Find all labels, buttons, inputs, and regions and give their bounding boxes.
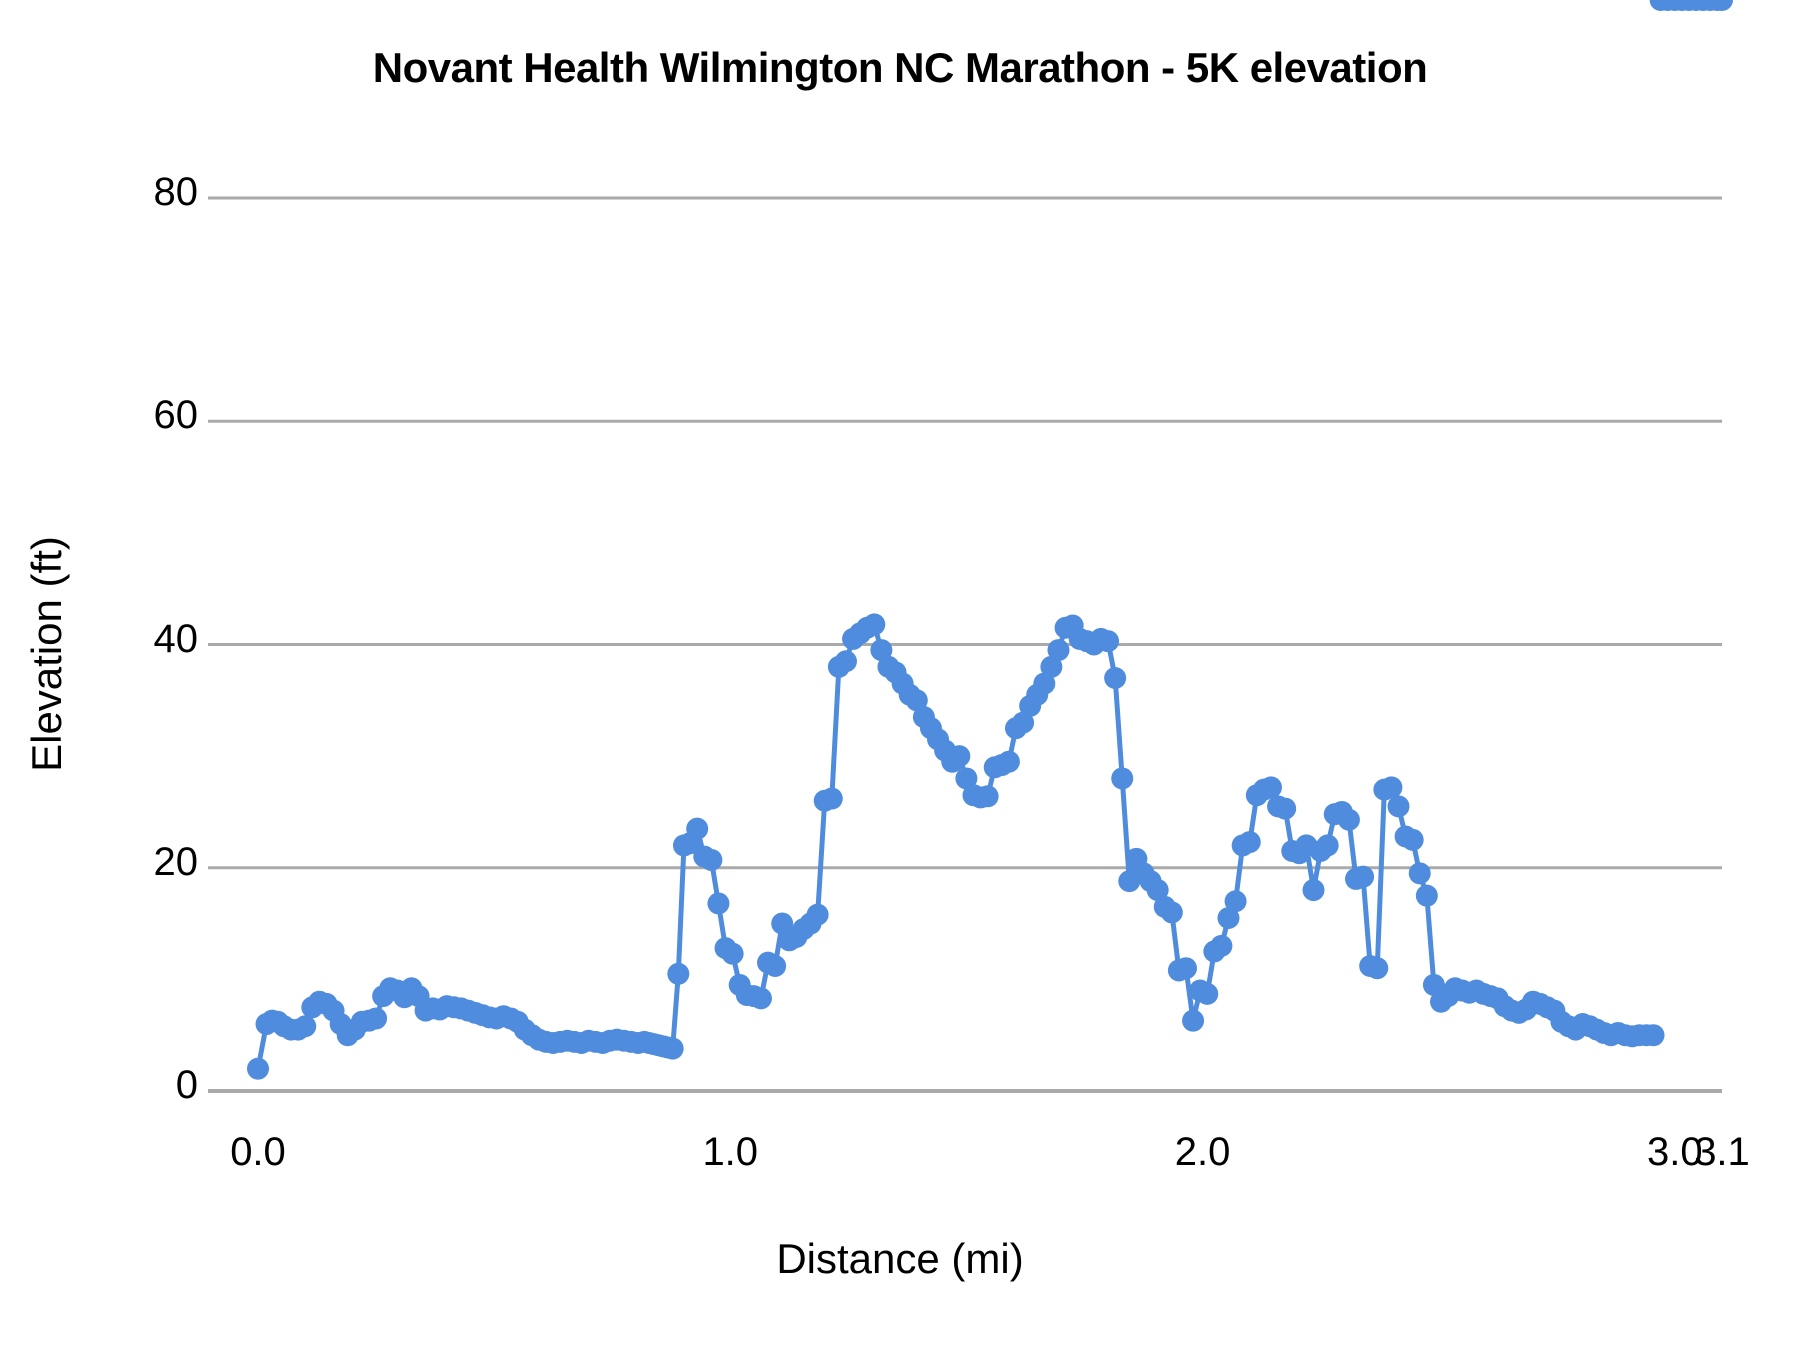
- data-point: [834, 650, 857, 673]
- data-point: [365, 1007, 388, 1030]
- x-tick-label: 3.0: [1646, 1130, 1703, 1174]
- data-point: [1111, 767, 1134, 790]
- data-point: [749, 987, 772, 1010]
- data-point: [976, 785, 999, 808]
- data-point: [667, 962, 690, 985]
- data-point: [955, 767, 978, 790]
- data-point: [1146, 879, 1169, 902]
- x-tick-label: 2.0: [1174, 1130, 1231, 1174]
- data-point: [1040, 655, 1063, 678]
- data-point: [1415, 884, 1438, 907]
- data-point: [1104, 666, 1127, 689]
- data-point: [1352, 865, 1375, 888]
- data-point: [863, 613, 886, 636]
- y-tick-label: 40: [153, 616, 199, 661]
- data-point: [771, 912, 794, 935]
- y-tick-label: 20: [153, 839, 199, 884]
- data-point: [1160, 901, 1183, 924]
- data-point: [1642, 1024, 1665, 1047]
- x-tick-label: 0.0: [230, 1130, 286, 1174]
- data-point: [700, 848, 723, 871]
- data-point: [1387, 795, 1410, 818]
- data-point: [247, 1057, 269, 1080]
- chart-title: Novant Health Wilmington NC Marathon - 5…: [372, 44, 1428, 91]
- data-point: [1033, 672, 1056, 695]
- data-point: [1174, 957, 1197, 980]
- data-point: [1238, 831, 1261, 854]
- data-point: [1401, 828, 1424, 851]
- data-point: [1316, 834, 1339, 857]
- data-point: [1196, 982, 1219, 1005]
- data-point: [1182, 1009, 1205, 1032]
- y-tick-label: 80: [153, 170, 199, 214]
- data-point: [661, 1037, 684, 1060]
- data-point: [870, 639, 893, 662]
- x-tick-label: 3.1: [1694, 1130, 1750, 1174]
- data-point: [1224, 890, 1247, 913]
- data-point: [1274, 797, 1297, 820]
- data-point: [1302, 879, 1325, 902]
- y-tick-label: 60: [153, 393, 199, 438]
- data-point: [820, 787, 843, 810]
- data-point: [997, 750, 1020, 773]
- data-point: [806, 903, 829, 926]
- data-point: [905, 689, 928, 712]
- data-point: [1366, 957, 1389, 980]
- x-tick-label: 1.0: [702, 1130, 759, 1174]
- data-point: [1337, 808, 1360, 831]
- y-tick-label: 0: [175, 1063, 198, 1107]
- data-point: [1097, 630, 1120, 653]
- gridlines: [208, 196, 1722, 1093]
- data-point: [1012, 711, 1035, 734]
- data-point: [1711, 0, 1733, 11]
- data-point: [1380, 776, 1403, 799]
- data-point: [686, 817, 709, 840]
- data-point: [707, 892, 730, 915]
- data-point: [721, 942, 744, 965]
- data-point: [1210, 934, 1233, 957]
- series-markers: [247, 0, 1733, 1080]
- data-point: [1408, 862, 1431, 885]
- data-point: [1217, 906, 1240, 929]
- data-point: [1047, 639, 1070, 662]
- data-point: [764, 954, 787, 977]
- data-point: [1259, 776, 1282, 799]
- data-point: [948, 745, 971, 768]
- data-point: [294, 1015, 317, 1038]
- y-axis-title: Elevation (ft): [23, 536, 70, 772]
- x-axis-title: Distance (mi): [776, 1235, 1024, 1282]
